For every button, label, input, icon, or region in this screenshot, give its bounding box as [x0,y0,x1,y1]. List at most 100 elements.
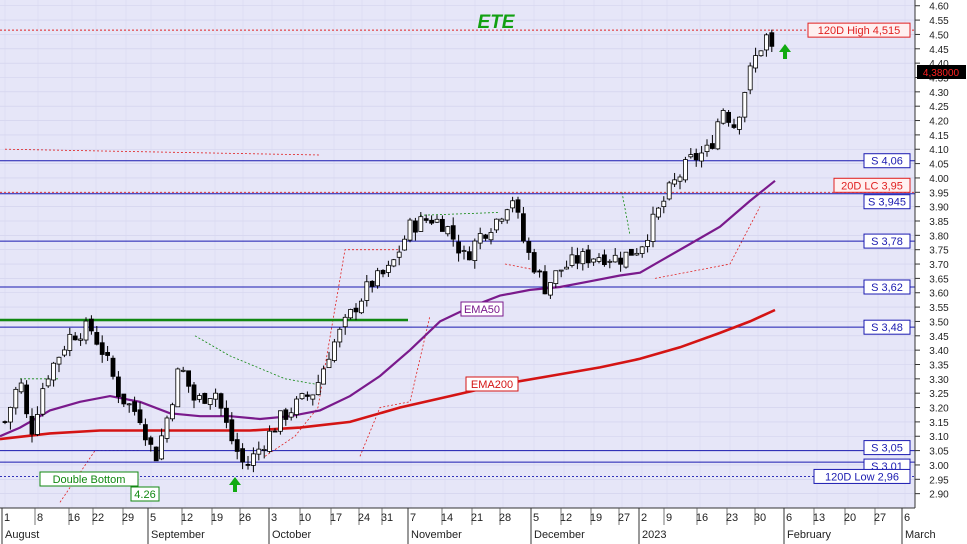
candle-body [493,218,499,231]
candle-body [196,395,202,400]
candle-body [29,415,35,435]
candle-body [710,143,715,149]
level-label: 120D Low 2,96 [825,471,899,483]
candle-body [299,393,305,400]
candle-body [764,34,769,51]
level-label-box [863,194,911,210]
candle-body [83,320,89,341]
x-tick-label: 12 [181,512,193,524]
x-month-label: September [151,529,205,541]
x-tick-label: 22 [92,512,104,524]
x-tick-label: 6 [904,512,910,524]
y-tick-label: 4.55 [929,16,949,27]
x-tick-label: 27 [874,512,886,524]
y-tick-label: 3.45 [929,332,949,343]
candle-body [364,281,370,301]
candle-body [337,328,343,343]
candle-body [126,403,132,406]
candle-body [105,352,110,356]
candle-body [456,241,462,254]
candle-body [51,362,56,381]
y-tick-label: 3.65 [929,274,949,285]
candle-body [78,338,83,341]
level-label-box [863,319,911,335]
candlesticks [2,29,775,473]
x-tick-label: 3 [271,512,277,524]
candle-body [110,357,116,377]
candle-body [526,241,532,253]
level-label-box [807,22,911,38]
candle-body [7,406,13,423]
candle-body [564,266,569,270]
y-tick-label: 3.95 [929,188,949,199]
candle-body [737,116,742,130]
candle-body [348,309,354,319]
level-label: S 3,945 [868,197,906,209]
chart-title: ETE [478,12,516,33]
level-labels: 120D High 4,515 S 4,06 20D LC 3,95 S 3,945 S… [807,22,911,484]
candle-body [688,154,694,158]
ema50-label: EMA50 [464,304,500,316]
candle-body [742,92,748,118]
x-month-label: March [905,529,936,541]
candle-body [256,448,262,455]
candle-body [261,449,267,451]
candle-body [720,110,726,124]
candle-body [596,257,602,262]
candle-body [191,384,197,401]
x-tick-label: 28 [499,512,511,524]
candle-body [304,394,310,397]
x-tick-label: 6 [786,512,792,524]
candle-body [623,251,629,268]
candle-body [391,259,397,267]
candle-body [62,349,67,356]
candle-body [693,153,699,161]
level-label: S 4,06 [871,156,903,168]
level-label: S 3,48 [871,322,903,334]
candle-body [477,233,483,244]
candle-body [277,410,283,432]
x-tick-label: 9 [666,512,672,524]
y-tick-label: 4.30 [929,88,949,99]
x-tick-label: 23 [726,512,738,524]
candle-body [531,252,537,273]
candle-body [202,392,208,404]
candle-body [650,213,656,242]
candle-body [229,419,235,442]
candle-body [396,251,402,258]
candle-body [666,182,672,200]
candle-body [553,270,559,285]
y-tick-label: 2.90 [929,490,949,501]
candle-body [656,207,661,218]
x-tick-label: 16 [68,512,80,524]
candle-body [445,226,451,235]
candle-body [515,199,521,213]
candle-body [461,250,467,252]
candle-body [612,254,618,263]
x-tick-label: 24 [358,512,370,524]
level-label-box [833,177,911,193]
candle-body [483,234,489,239]
candle-body [169,404,175,420]
candle-body [661,200,667,208]
candle-body [521,213,526,242]
y-tick-label: 3.85 [929,217,949,228]
candle-body [13,388,19,409]
x-month-label: November [411,529,462,541]
candle-body [753,55,758,69]
candle-body [537,270,542,273]
level-label: S 3,05 [871,443,903,455]
level-label: 20D LC 3,95 [841,180,903,192]
candle-body [99,342,105,355]
candle-body [159,435,165,460]
candle-body [56,356,62,365]
candle-body [439,218,445,232]
y-tick-label: 4.40 [929,59,949,70]
x-tick-label: 14 [441,512,453,524]
y-tick-label: 3.50 [929,317,949,328]
candle-body [164,417,170,439]
target-price-box [130,486,160,502]
candle-body [153,446,159,462]
candle-body [639,246,645,254]
